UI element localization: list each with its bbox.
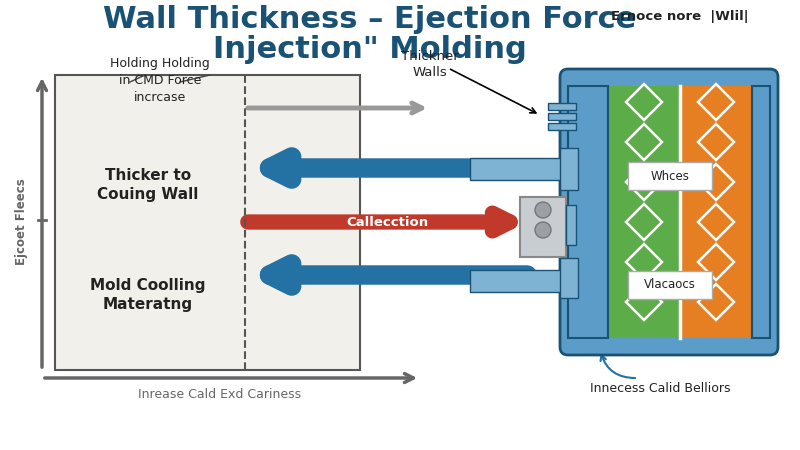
Bar [560,148,578,190]
Text: Thicker to
Couing Wall: Thicker to Couing Wall [98,167,198,202]
Bar [548,123,576,130]
Text: Innecess Calid Belliors: Innecess Calid Belliors [590,382,730,395]
Text: Thickner
Walls: Thickner Walls [401,50,459,79]
Text: Holding Holding
in CMD Force
incrcase: Holding Holding in CMD Force incrcase [110,57,210,104]
Text: Inrease Cald Exd Cariness: Inrease Cald Exd Cariness [138,388,302,401]
FancyBboxPatch shape [628,162,712,190]
Text: Ejcoet Fleecs: Ejcoet Fleecs [15,179,29,266]
Text: Vlacaocs: Vlacaocs [644,279,696,292]
Text: Ernoce nore  |Wlil|: Ernoce nore |Wlil| [611,10,749,23]
Bar [680,86,752,338]
Bar [548,113,576,120]
Text: Callecction: Callecction [346,216,428,229]
Circle shape [535,222,551,238]
Bar [470,270,570,292]
Bar [55,75,360,370]
Circle shape [535,202,551,218]
Bar [470,158,570,180]
Text: Wall Thickness – Ejection Force: Wall Thickness – Ejection Force [103,5,637,34]
Bar [568,86,608,338]
Text: Mold Coolling
Materatng: Mold Coolling Materatng [90,278,206,312]
Bar [560,258,578,298]
Bar [752,86,770,338]
FancyBboxPatch shape [560,69,778,355]
Text: Whces: Whces [650,170,690,183]
FancyBboxPatch shape [628,271,712,299]
Bar [566,205,576,245]
Bar [548,103,576,110]
Text: Injection" Molding: Injection" Molding [213,35,527,64]
Bar [608,86,680,338]
FancyBboxPatch shape [520,197,566,257]
